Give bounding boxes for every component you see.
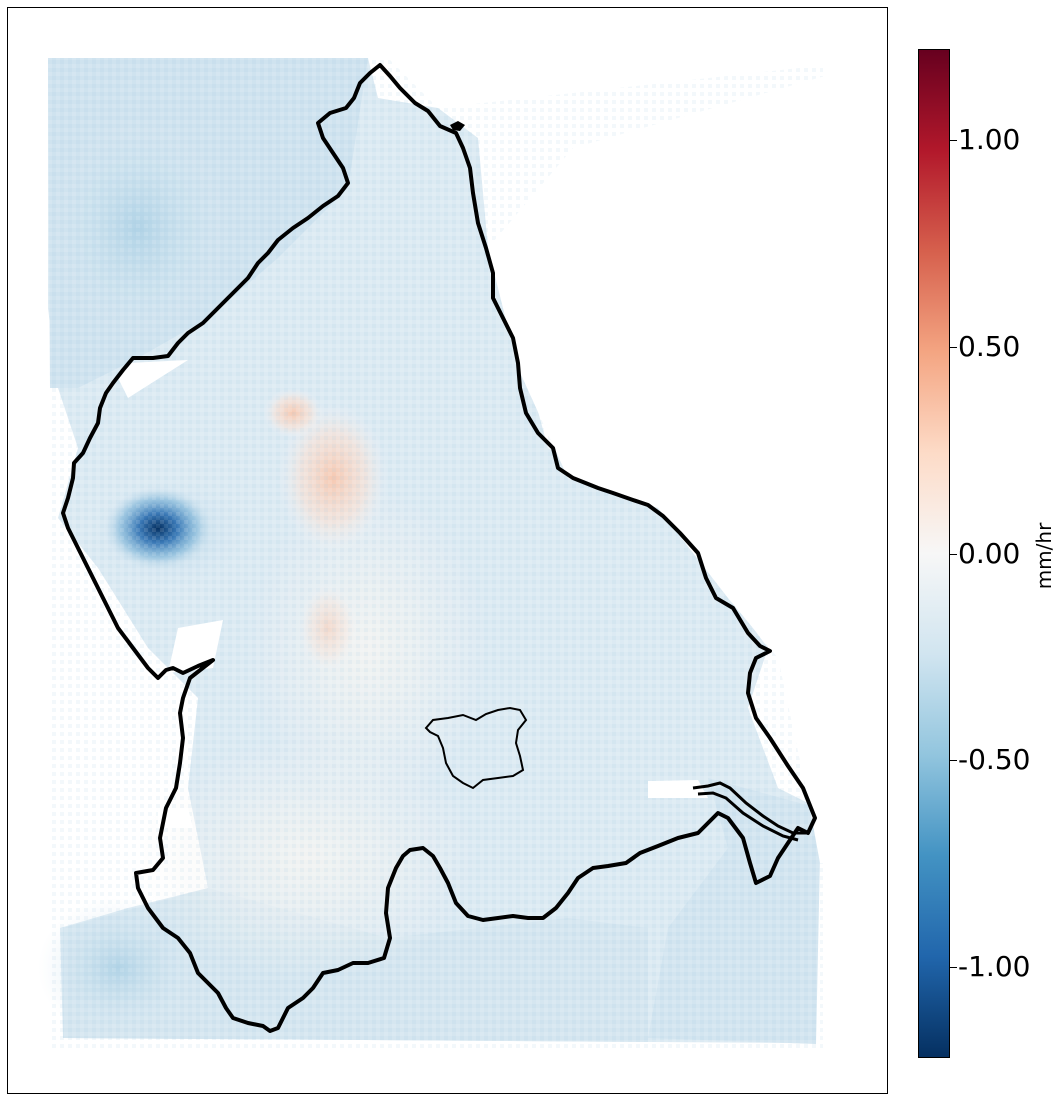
- colorbar-tick-label: 0.50: [958, 329, 1021, 363]
- colorbar-label: mm/hr: [1032, 522, 1056, 590]
- colorbar-tick-mark: [950, 553, 957, 555]
- colorbar-tick-label: -1.00: [958, 950, 1031, 984]
- data-gap-east-coast: [488, 58, 887, 868]
- colorbar: [918, 49, 950, 1058]
- island-holy: [450, 121, 465, 131]
- map-canvas: [38, 8, 887, 1048]
- colorbar-tick-mark: [950, 967, 957, 969]
- enclave-boundary: [424, 706, 528, 790]
- raster-field: [38, 8, 887, 1048]
- colorbar-tick-mark: [950, 139, 957, 141]
- estuary-boundary: [692, 781, 808, 835]
- map-panel: [7, 7, 888, 1094]
- colorbar-tick-mark: [950, 760, 957, 762]
- colorbar-tick-label: 0.00: [958, 536, 1021, 570]
- data-gap-humber: [648, 780, 708, 798]
- colorbar-tick-label: 1.00: [958, 122, 1021, 156]
- data-gap-west: [118, 360, 188, 398]
- region-boundary: [61, 63, 817, 1033]
- colorbar-tick-mark: [950, 346, 957, 348]
- data-gap-northeast: [388, 8, 887, 108]
- estuary-boundary-inner: [697, 791, 799, 842]
- colorbar-tick-label: -0.50: [958, 743, 1031, 777]
